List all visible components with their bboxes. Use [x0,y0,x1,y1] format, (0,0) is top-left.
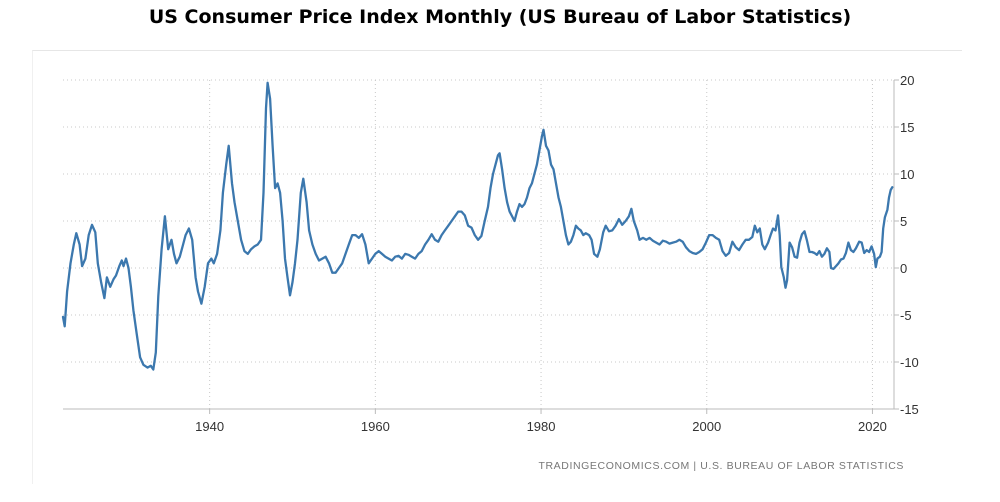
grid [63,79,894,410]
series-line [61,81,894,371]
y-tick-label: 5 [900,214,907,229]
source-credit: TRADINGECONOMICS.COM | U.S. BUREAU OF LA… [538,460,904,472]
y-tick-label: -10 [900,355,919,370]
y-tick-label: 20 [900,73,914,88]
line-chart: 20 15 10 5 0 -5 -10 -15 1940 1960 1980 2000 2020 [61,73,919,434]
y-tick-label: 0 [900,261,907,276]
x-tick-label: 1960 [361,419,390,434]
x-tick-label: 1980 [527,419,556,434]
x-tick-label: 2000 [692,419,721,434]
chart-frame: 20 15 10 5 0 -5 -10 -15 1940 1960 1980 2000 2020 [32,50,962,484]
y-tick-label: 15 [900,120,914,135]
tick-labels: 20 15 10 5 0 -5 -10 -15 1940 1960 1980 2000 2020 [195,73,919,434]
x-tick-label: 1940 [195,419,224,434]
axes [63,79,899,414]
y-tick-label: -15 [900,402,919,417]
y-tick-label: 10 [900,167,914,182]
y-tick-label: -5 [900,308,912,323]
chart-title: US Consumer Price Index Monthly (US Bure… [148,6,852,28]
x-tick-label: 2020 [858,419,887,434]
series-layer [61,81,894,371]
